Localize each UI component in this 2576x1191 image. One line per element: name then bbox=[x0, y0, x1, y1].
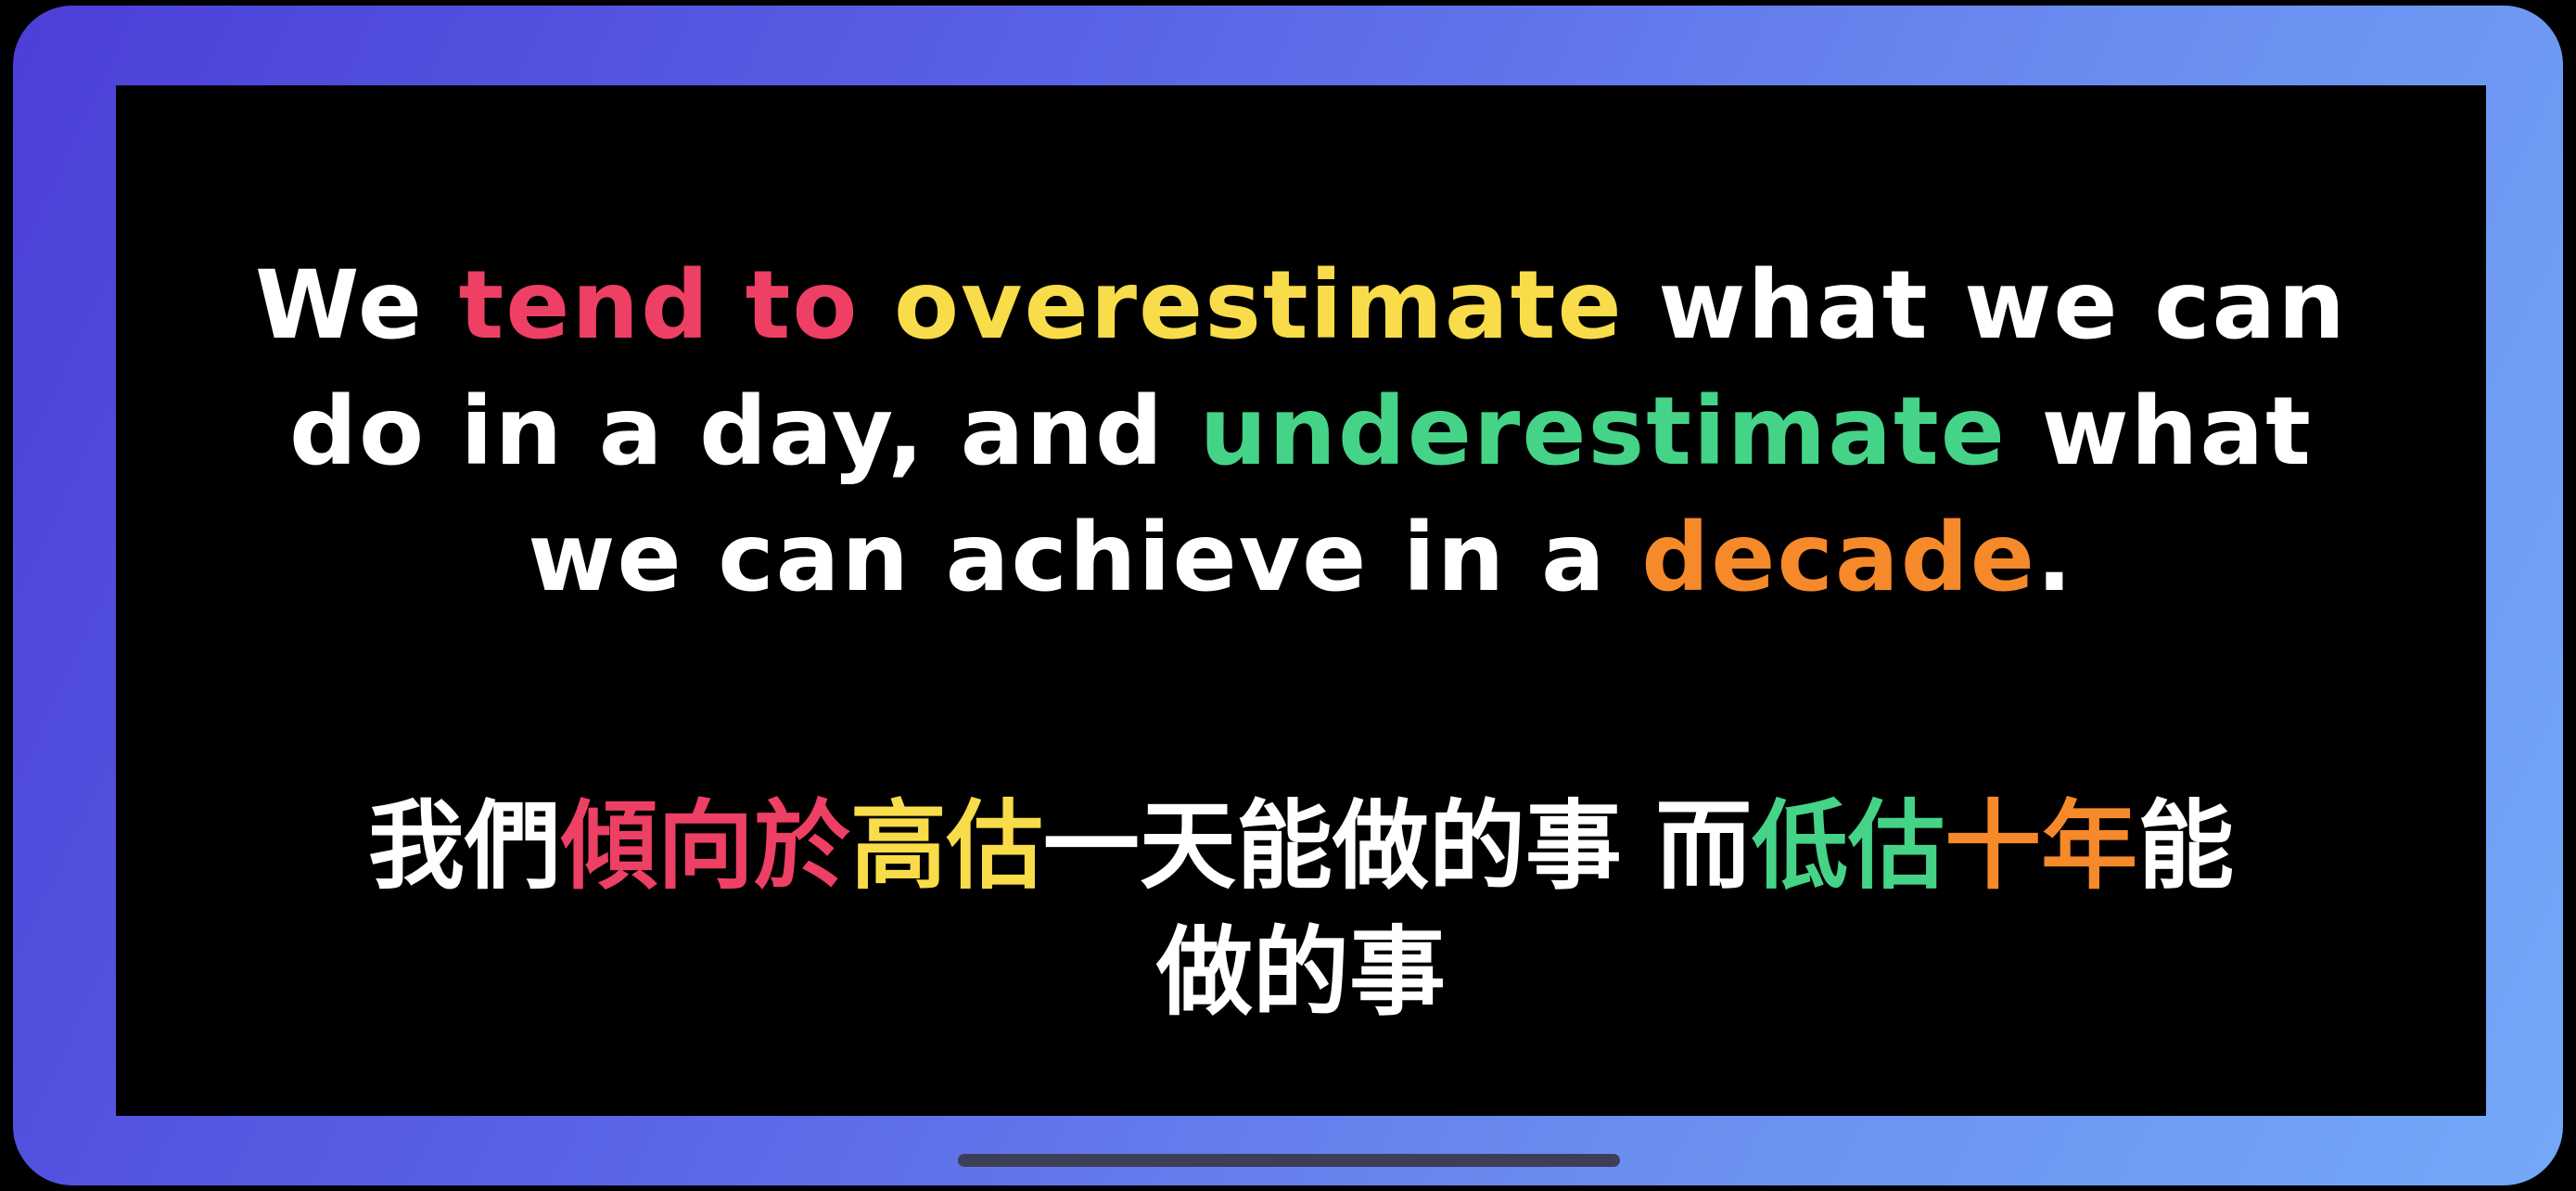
quote-text: 一天能做的事 而 bbox=[1042, 789, 1753, 903]
quote-chinese-line-2: 做的事 bbox=[116, 909, 2486, 1035]
quote-text: we can achieve in a bbox=[528, 503, 1642, 613]
quote-text bbox=[859, 250, 894, 361]
quote-english-line-2: do in a day, and underestimate what bbox=[116, 369, 2486, 495]
quote-text: . bbox=[2035, 503, 2074, 613]
quote-english: We tend to overestimate what we can do i… bbox=[116, 243, 2486, 621]
quote-chinese: 我們傾向於高估一天能做的事 而低估十年能 做的事 bbox=[116, 783, 2486, 1035]
highlight-overestimate: overestimate bbox=[893, 250, 1624, 361]
highlight-tend-to-zh: 傾向於 bbox=[560, 789, 850, 903]
quote-text: 做的事 bbox=[1155, 916, 1446, 1029]
quote-text: 我們 bbox=[367, 789, 561, 903]
highlight-underestimate: underestimate bbox=[1199, 377, 2007, 487]
quote-text: We bbox=[254, 250, 459, 361]
quote-text: what bbox=[2006, 377, 2313, 487]
highlight-underestimate-zh: 低估 bbox=[1752, 789, 1945, 903]
screen: We tend to overestimate what we can do i… bbox=[116, 85, 2486, 1116]
quote-chinese-line-1: 我們傾向於高估一天能做的事 而低估十年能 bbox=[116, 783, 2486, 909]
highlight-decade-zh: 十年 bbox=[1945, 789, 2138, 903]
quote-text: do in a day, and bbox=[289, 377, 1200, 487]
home-indicator[interactable] bbox=[958, 1154, 1620, 1167]
highlight-tend-to: tend to bbox=[458, 250, 860, 361]
quote-english-line-3: we can achieve in a decade. bbox=[116, 495, 2486, 621]
highlight-overestimate-zh: 高估 bbox=[849, 789, 1043, 903]
quote-text: what we can bbox=[1623, 250, 2347, 361]
device-frame: We tend to overestimate what we can do i… bbox=[13, 6, 2563, 1185]
quote-text: 能 bbox=[2137, 789, 2235, 903]
quote-english-line-1: We tend to overestimate what we can bbox=[116, 243, 2486, 369]
highlight-decade: decade bbox=[1641, 503, 2036, 613]
